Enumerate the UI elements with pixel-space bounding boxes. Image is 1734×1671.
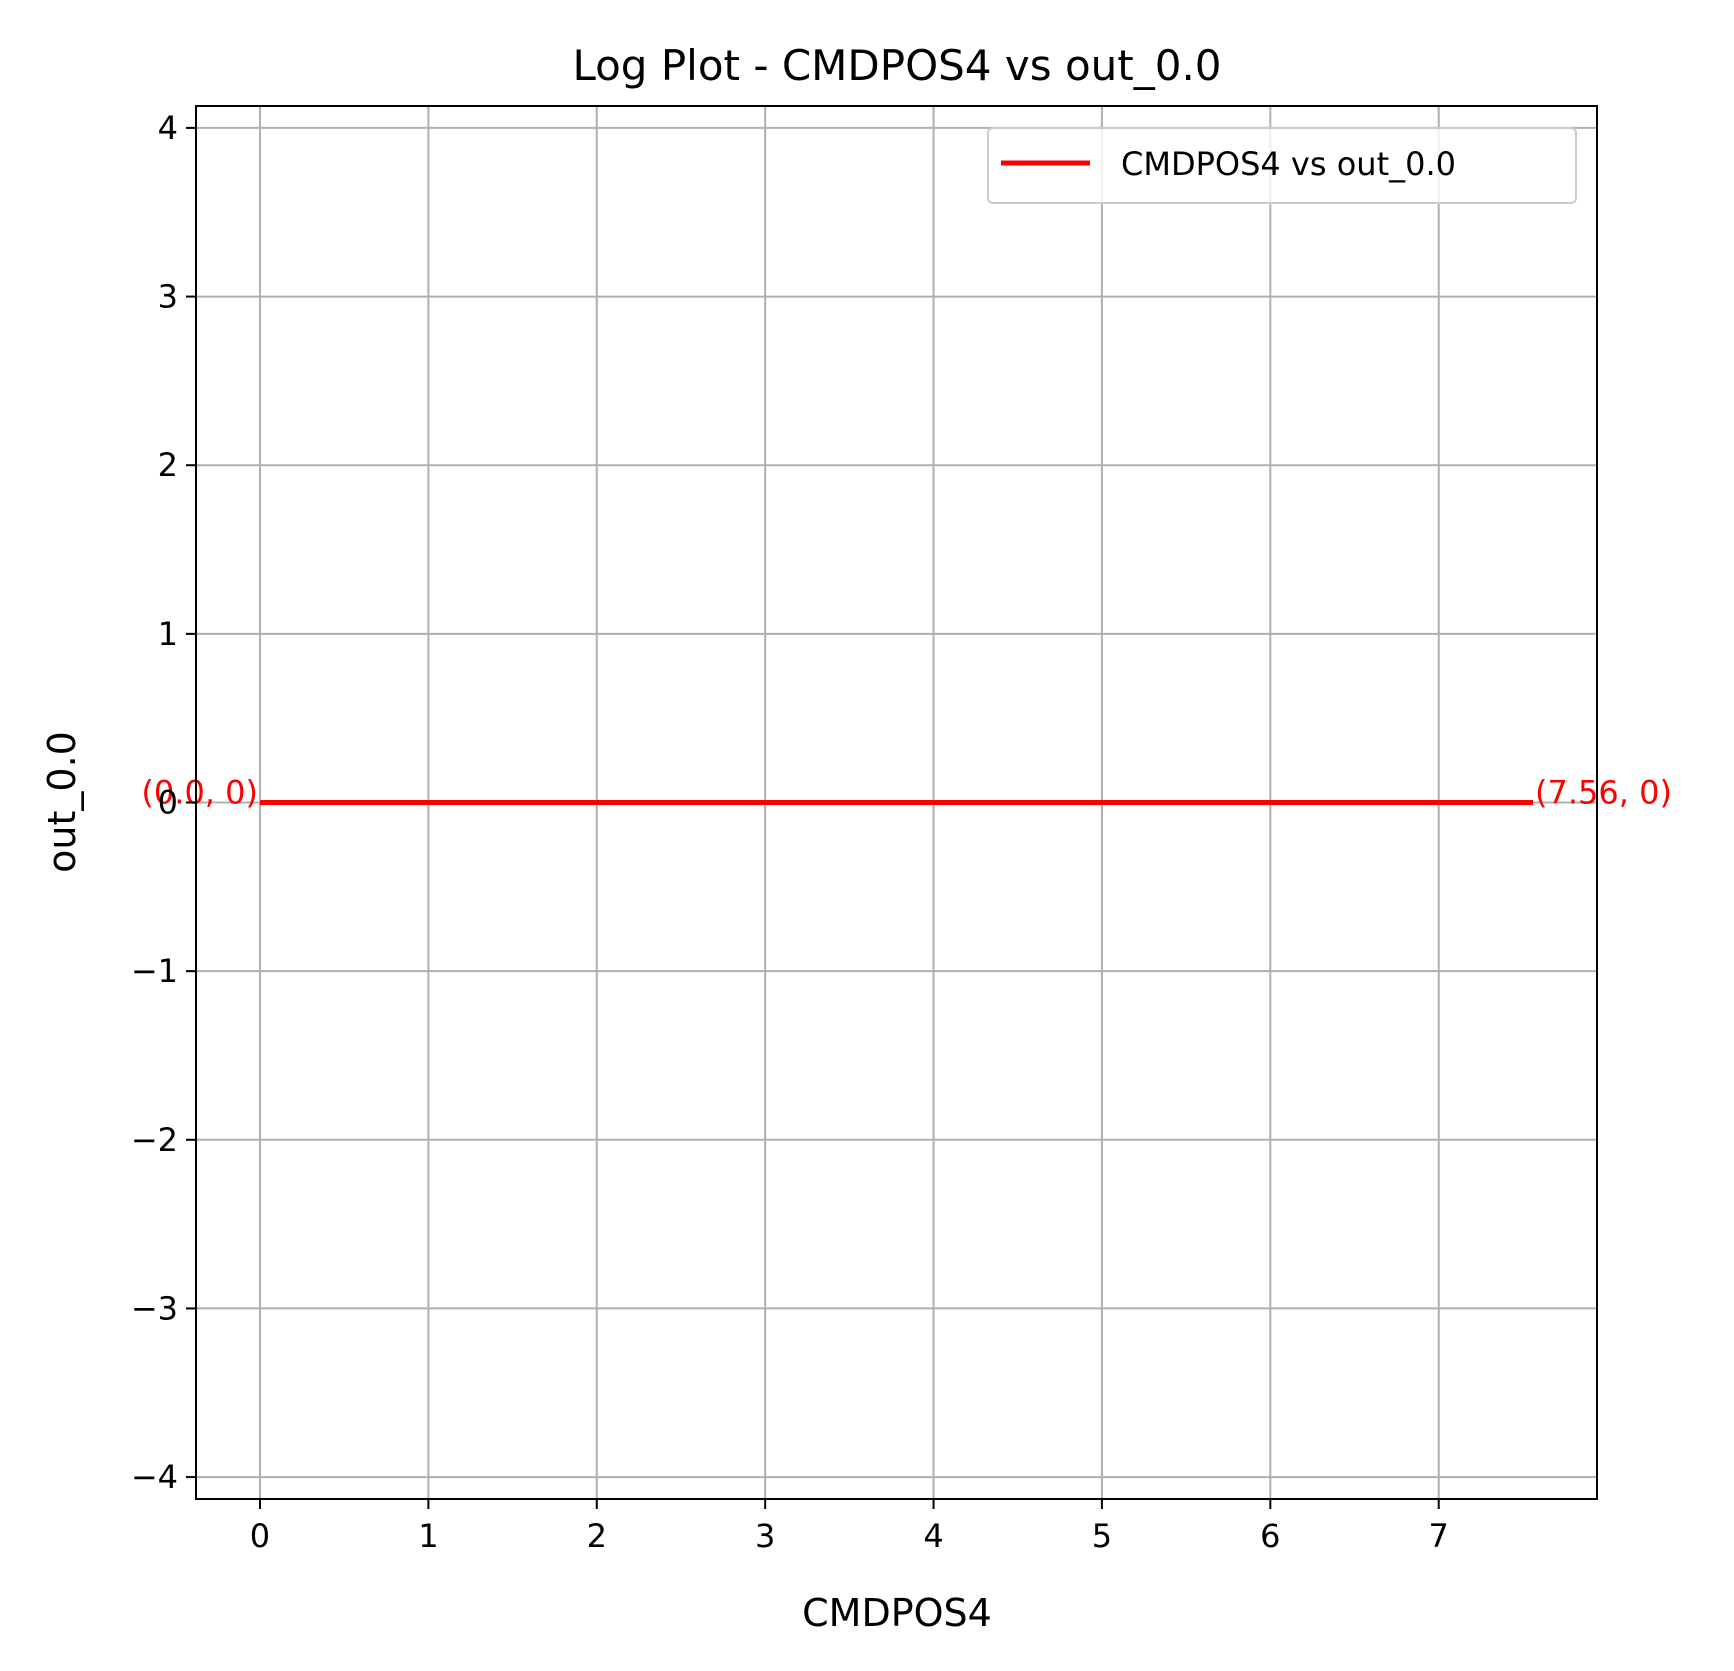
y-axis-label: out_0.0 [40, 731, 84, 873]
y-tick-label: 4 [158, 109, 178, 147]
x-tick-label: 4 [923, 1517, 943, 1555]
x-tick-label: 7 [1429, 1517, 1449, 1555]
y-tick-label: −4 [131, 1458, 178, 1496]
x-tick-label: 5 [1092, 1517, 1112, 1555]
point-annotation: (0.0, 0) [141, 774, 258, 812]
annotation-layer: (0.0, 0) (7.56, 0) [141, 774, 1672, 812]
y-tick-label: 0 [158, 784, 178, 822]
chart-title: Log Plot - CMDPOS4 vs out_0.0 [572, 41, 1221, 90]
y-tick-label: −2 [131, 1121, 178, 1159]
x-axis: 0 1 2 3 4 5 6 7 [250, 1499, 1449, 1555]
grid-lines [196, 106, 1597, 1499]
x-tick-label: 3 [755, 1517, 775, 1555]
y-tick-label: 2 [158, 446, 178, 484]
point-annotation: (7.56, 0) [1535, 774, 1672, 812]
y-tick-label: 1 [158, 615, 178, 653]
y-tick-label: −1 [131, 952, 178, 990]
x-axis-label: CMDPOS4 [802, 1591, 992, 1635]
legend-entry-label: CMDPOS4 vs out_0.0 [1121, 145, 1456, 183]
x-tick-label: 1 [418, 1517, 438, 1555]
x-tick-label: 0 [250, 1517, 270, 1555]
x-tick-label: 6 [1260, 1517, 1280, 1555]
y-tick-label: 3 [158, 278, 178, 316]
y-axis: −4 −3 −2 −1 0 1 2 3 4 [131, 109, 196, 1496]
x-tick-label: 2 [587, 1517, 607, 1555]
y-tick-label: −3 [131, 1289, 178, 1327]
legend[interactable]: CMDPOS4 vs out_0.0 [987, 127, 1577, 204]
legend-box [987, 127, 1577, 204]
